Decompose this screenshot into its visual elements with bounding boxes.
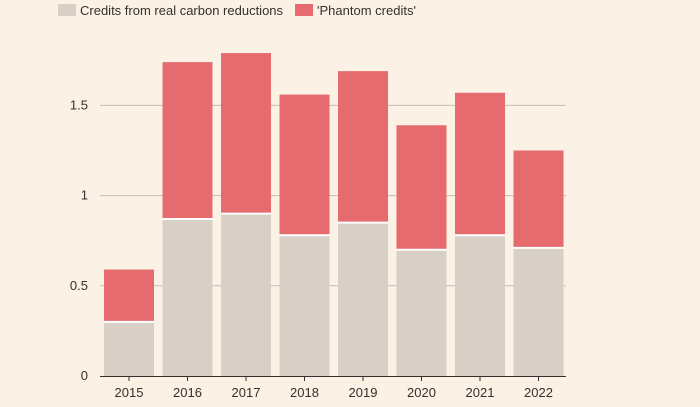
x-tick-label-2017: 2017 <box>232 385 261 400</box>
legend-swatch-credits-from-real-carbon-reductions <box>58 4 76 16</box>
bars <box>104 53 564 376</box>
bar-real-2018 <box>279 235 330 376</box>
legend-label-phantom-credits: 'Phantom credits' <box>317 3 416 18</box>
legend-label-credits-from-real-carbon-reductions: Credits from real carbon reductions <box>80 3 284 18</box>
y-tick-label-1: 1 <box>81 188 88 203</box>
bar-real-2021 <box>455 235 505 376</box>
legend-swatch-phantom-credits <box>295 4 314 16</box>
bar-phantom-2017 <box>221 53 271 214</box>
x-tick-label-2022: 2022 <box>524 385 553 400</box>
bar-real-2017 <box>221 213 271 376</box>
bar-phantom-2015 <box>104 269 154 322</box>
x-tick-label-2020: 2020 <box>407 385 436 400</box>
y-tick-label-1.5: 1.5 <box>70 97 88 112</box>
bar-phantom-2016 <box>162 62 213 220</box>
x-axis: 2015 2016 2017 2018 2019 2020 2021 2022 <box>100 376 566 400</box>
x-tick-label-2019: 2019 <box>349 385 378 400</box>
bar-real-2022 <box>513 247 564 376</box>
bar-phantom-2022 <box>513 150 564 248</box>
x-tick-label-2016: 2016 <box>173 385 202 400</box>
x-tick-label-2021: 2021 <box>466 385 495 400</box>
y-axis: 0 0.5 1 1.5 <box>70 97 88 383</box>
bar-real-2019 <box>338 222 388 376</box>
bar-phantom-2018 <box>279 94 330 236</box>
y-tick-label-0: 0 <box>81 368 88 383</box>
bar-phantom-2020 <box>396 125 447 250</box>
bar-phantom-2021 <box>455 92 505 236</box>
chart-legend: Credits from real carbon reductions 'Phan… <box>58 3 416 18</box>
bar-phantom-2019 <box>338 71 388 223</box>
x-tick-label-2015: 2015 <box>115 385 144 400</box>
x-tick-label-2018: 2018 <box>290 385 319 400</box>
bar-real-2016 <box>162 219 213 376</box>
bar-real-2020 <box>396 249 447 376</box>
bar-real-2015 <box>104 321 154 376</box>
y-tick-label-0.5: 0.5 <box>70 278 88 293</box>
